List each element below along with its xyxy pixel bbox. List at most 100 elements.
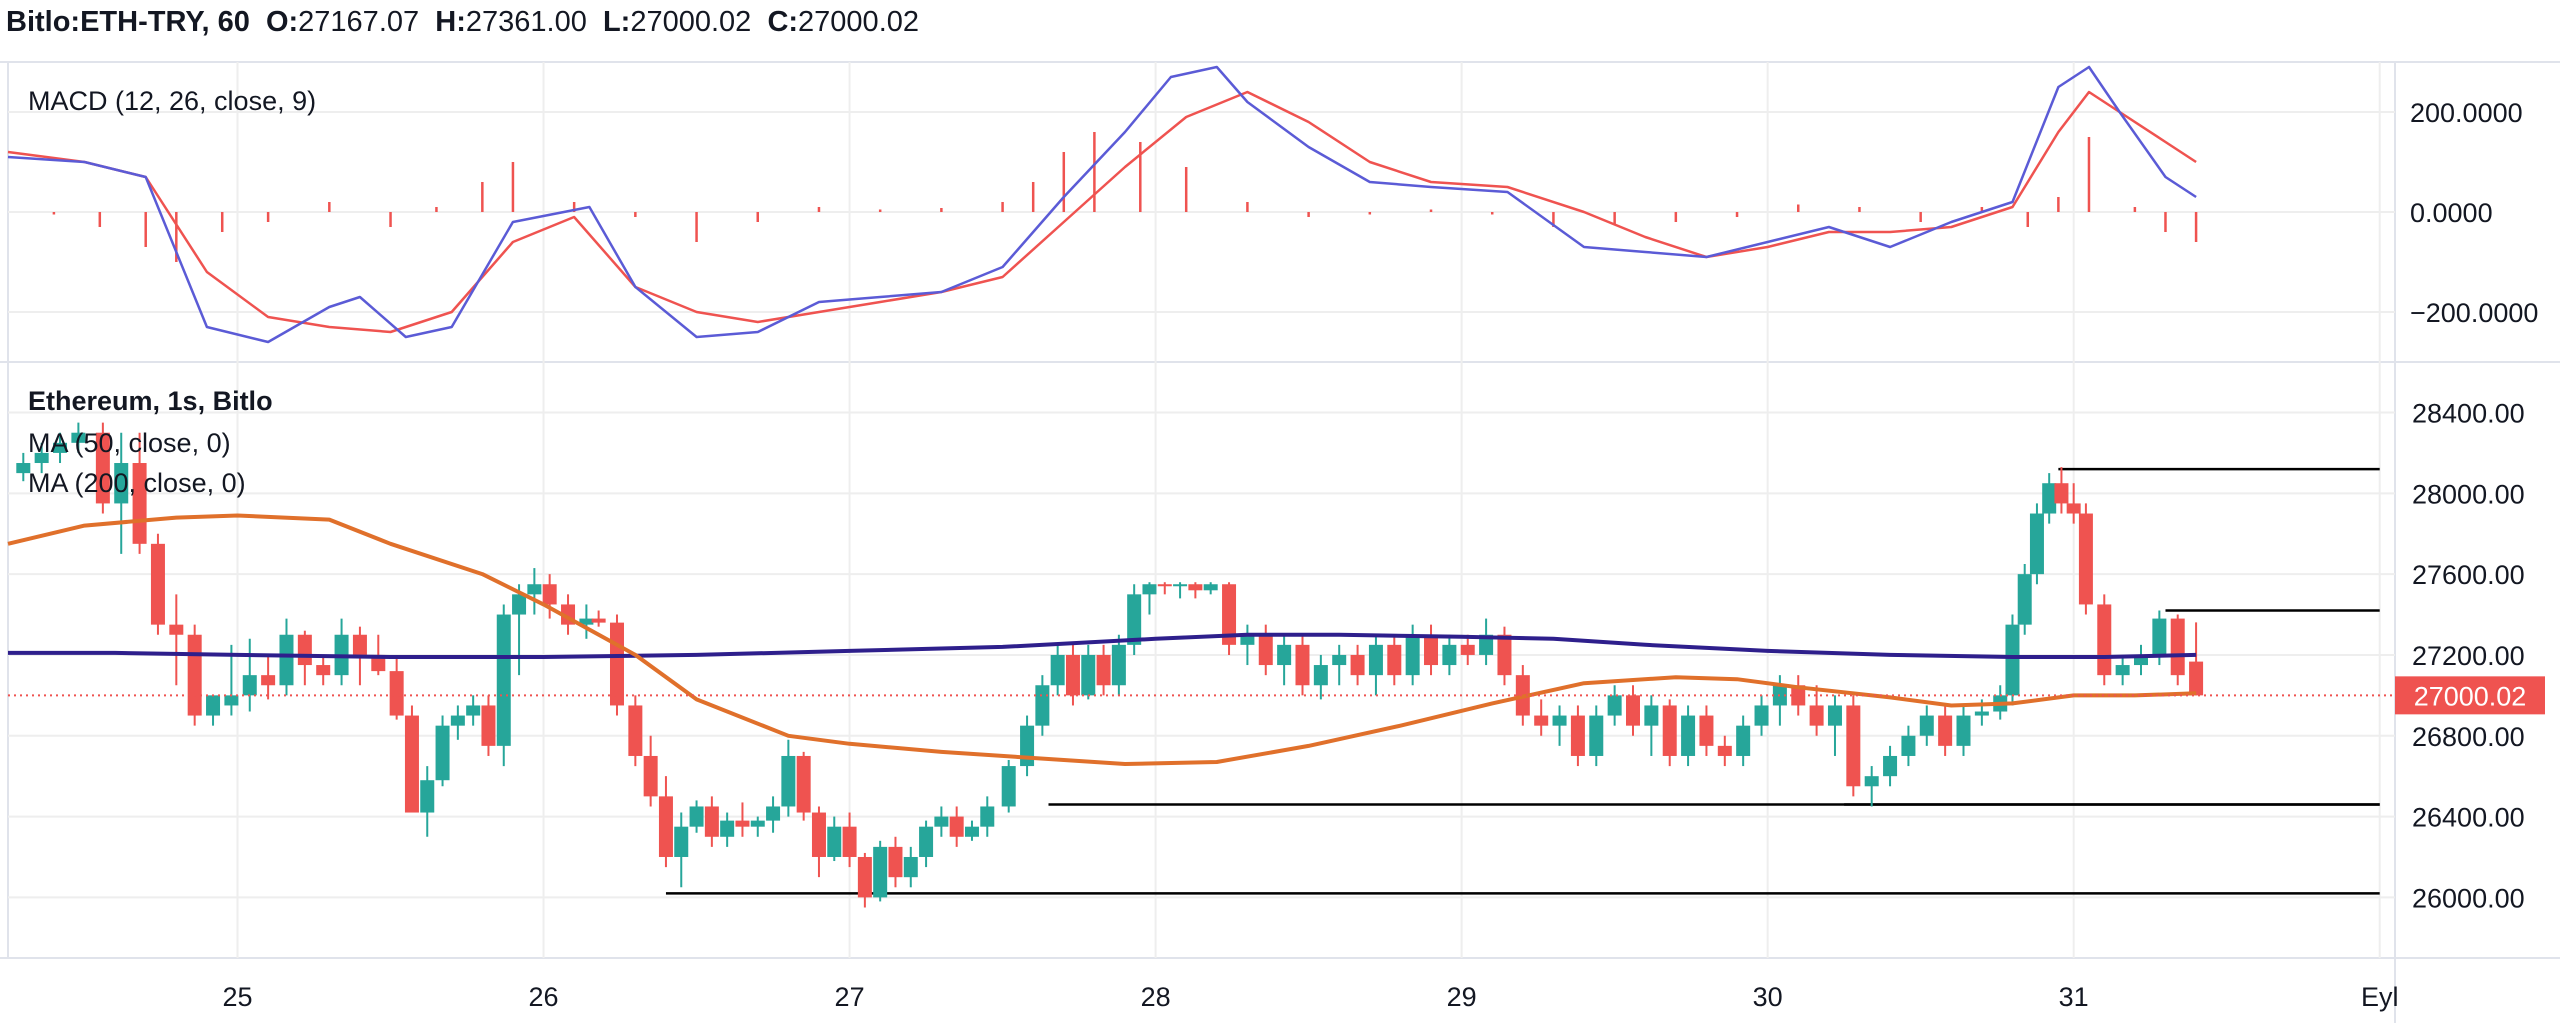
candle-body: [2152, 618, 2167, 655]
candle: [980, 796, 995, 837]
candle-body: [1001, 766, 1016, 807]
candle: [2170, 614, 2185, 686]
price-tick-label: 28400.00: [2412, 399, 2525, 429]
candle: [2115, 654, 2130, 686]
price-pane[interactable]: [7, 422, 2395, 908]
candle: [1240, 624, 1255, 666]
macd-title: MACD (12, 26, close, 9): [28, 86, 316, 116]
candle-body: [481, 705, 496, 746]
candle: [542, 574, 557, 619]
candle-body: [873, 846, 888, 898]
candle: [2189, 622, 2204, 696]
candle: [242, 638, 257, 712]
candle: [527, 568, 542, 615]
candle-body: [1809, 705, 1824, 726]
candle: [206, 695, 221, 726]
candle: [2042, 473, 2057, 524]
candle: [16, 452, 31, 482]
candle-body: [750, 820, 765, 827]
x-tick-label: 28: [1141, 982, 1171, 1012]
x-tick-label: 29: [1447, 982, 1477, 1012]
candle-body: [1387, 644, 1402, 676]
close-label: C:: [767, 6, 799, 38]
candle-body: [450, 715, 465, 726]
candle-body: [1081, 654, 1096, 696]
candle: [404, 705, 419, 813]
candle-body: [735, 820, 750, 827]
candle-body: [1035, 685, 1050, 726]
candle-body: [1699, 715, 1714, 746]
candle: [1809, 685, 1824, 736]
last-price-label: 27000.02: [2414, 681, 2527, 711]
candle: [1332, 644, 1347, 686]
candle-body: [857, 856, 872, 898]
price-tick-label: 26800.00: [2412, 722, 2525, 752]
candle: [750, 816, 765, 837]
candle: [1277, 634, 1292, 686]
candle-body: [512, 594, 527, 615]
macd-pane[interactable]: [7, 65, 2198, 344]
candle: [1065, 642, 1080, 706]
candle-body: [1460, 644, 1475, 655]
candle: [1405, 624, 1420, 686]
candle-body: [1717, 745, 1732, 756]
candle: [1020, 715, 1035, 777]
candle: [857, 852, 872, 908]
candle-body: [934, 816, 949, 827]
macd-tick-label: 200.0000: [2410, 98, 2523, 128]
open-label: O:: [265, 6, 299, 38]
candle-body: [2078, 513, 2093, 605]
candle: [1173, 582, 1188, 599]
candle-body: [628, 705, 643, 756]
candle-body: [658, 796, 673, 857]
candle-body: [169, 624, 184, 635]
candle: [2097, 594, 2112, 686]
candle: [1901, 725, 1916, 767]
candle-body: [888, 846, 903, 878]
candle-body: [1791, 685, 1806, 706]
candle: [2005, 614, 2020, 706]
candle-body: [2017, 574, 2032, 625]
candle: [1827, 695, 1842, 756]
candle: [1096, 644, 1111, 696]
candle: [643, 735, 658, 807]
candle-body: [16, 463, 31, 474]
candle: [1534, 699, 1549, 736]
candle-body: [949, 816, 964, 837]
candle-body: [1442, 644, 1457, 666]
candle: [1497, 626, 1512, 686]
candle-body: [1497, 634, 1512, 676]
candle: [1442, 634, 1457, 676]
candle-body: [2042, 483, 2057, 514]
candle: [720, 812, 735, 847]
candle-body: [466, 705, 481, 716]
candle-body: [2066, 503, 2081, 514]
candle: [450, 705, 465, 740]
ohlc-header: Bitlo:ETH-TRY, 60 O:27167.07 H:27361.00 …: [6, 6, 919, 46]
candle: [689, 800, 704, 833]
price-tick-label: 27200.00: [2412, 641, 2525, 671]
price-tick-label: 26400.00: [2412, 803, 2525, 833]
candle-body: [1938, 715, 1953, 746]
candle: [1570, 705, 1585, 767]
candle-body: [766, 806, 781, 821]
candle: [466, 695, 481, 726]
x-tick-label: 31: [2059, 982, 2089, 1012]
price-tick-label: 26000.00: [2412, 883, 2525, 913]
candle-body: [1974, 711, 1989, 716]
candle: [1387, 634, 1402, 686]
x-tick-label: 26: [529, 982, 559, 1012]
candle: [1350, 644, 1365, 686]
macd-tick-label: −200.0000: [2410, 298, 2538, 328]
candle: [1157, 582, 1172, 595]
candle: [811, 806, 826, 878]
candle: [389, 654, 404, 720]
candle: [842, 812, 857, 868]
x-tick-label: 27: [835, 982, 865, 1012]
close-value: 27000.02: [798, 6, 920, 38]
candle-body: [1736, 725, 1751, 756]
candle-body: [1313, 665, 1328, 686]
candle: [132, 432, 147, 554]
candle: [114, 432, 129, 554]
